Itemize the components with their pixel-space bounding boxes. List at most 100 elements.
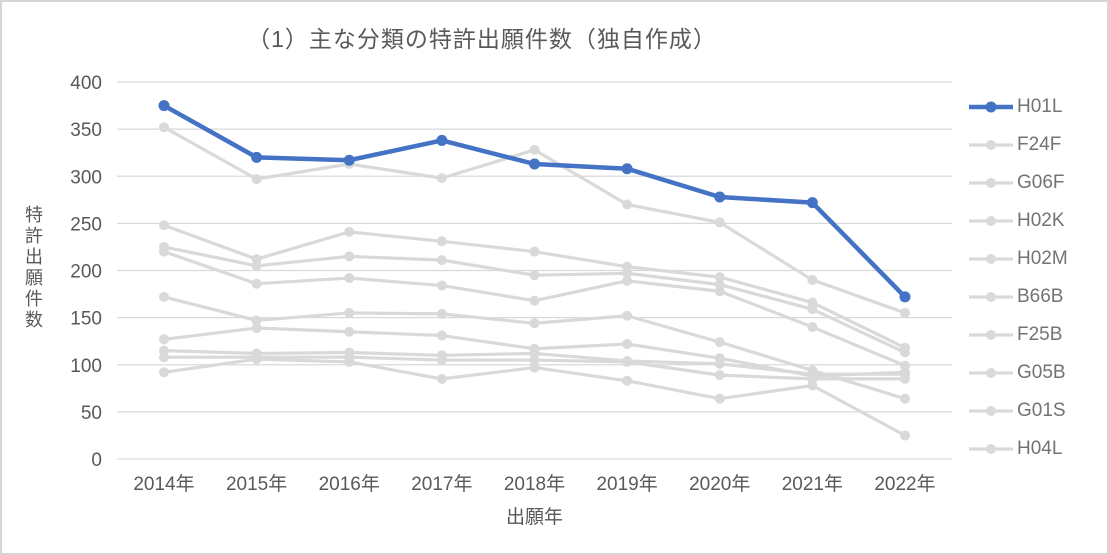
data-point-G05B <box>159 345 169 356</box>
series-line-F24F <box>162 125 907 315</box>
x-tick-label: 2018年 <box>504 473 565 495</box>
x-tick-label: 2017年 <box>411 473 472 495</box>
legend-label-G06F: G06F <box>1017 172 1065 193</box>
data-point-F25B <box>622 339 633 350</box>
legend-item-H02M: H02M <box>968 240 1068 278</box>
data-point-G05B <box>344 347 355 358</box>
legend-label-H02K: H02K <box>1017 210 1065 231</box>
data-point-H01L <box>158 100 170 112</box>
legend-marker-G01S <box>986 406 996 416</box>
data-point-B66B <box>900 393 910 404</box>
data-point-B66B <box>622 310 633 321</box>
legend-item-F25B: F25B <box>968 316 1068 354</box>
data-point-F24F <box>714 217 725 228</box>
data-point-H02K <box>436 255 447 266</box>
legend-swatch-H04L <box>969 444 1013 454</box>
data-point-G06F <box>622 261 633 272</box>
legend-marker-F24F <box>986 140 996 150</box>
data-point-B66B <box>344 307 355 318</box>
legend-swatch-H02M <box>969 254 1013 264</box>
data-point-H01L <box>529 158 540 170</box>
data-point-F25B <box>159 334 169 345</box>
data-point-H01L <box>436 134 448 146</box>
data-point-F24F <box>529 144 540 155</box>
data-point-F24F <box>807 274 818 285</box>
data-point-G06F <box>807 297 818 308</box>
data-point-H02M <box>344 273 355 284</box>
data-point-H01L <box>806 197 818 209</box>
y-tick-label: 350 <box>70 120 102 141</box>
legend-marker-F25B <box>986 330 996 340</box>
legend-item-H01L: H01L <box>968 88 1068 126</box>
legend-item-B66B: B66B <box>968 278 1068 316</box>
data-point-H02M <box>622 275 633 286</box>
y-tick-label: 100 <box>70 356 102 377</box>
legend-swatch-B66B <box>969 292 1013 302</box>
legend-label-F24F: F24F <box>1017 134 1062 155</box>
data-point-B66B <box>807 365 818 376</box>
data-point-H04L <box>159 367 169 378</box>
data-point-G06F <box>436 236 447 247</box>
data-point-B66B <box>251 315 262 326</box>
data-point-F25B <box>344 326 355 337</box>
data-point-B66B <box>529 318 540 329</box>
y-tick-label: 50 <box>81 403 102 424</box>
data-point-G06F <box>900 342 910 353</box>
legend-label-G01S: G01S <box>1017 400 1066 421</box>
legend-swatch-G01S <box>969 406 1013 416</box>
data-point-F25B <box>436 330 447 341</box>
legend-label-H04L: H04L <box>1017 438 1063 459</box>
legend-item-H02K: H02K <box>968 202 1068 240</box>
data-point-G06F <box>529 246 540 257</box>
data-point-G05B <box>436 350 447 361</box>
data-point-F24F <box>622 199 633 210</box>
data-point-F24F <box>436 173 447 184</box>
data-point-H02K <box>714 279 725 290</box>
legend-item-G05B: G05B <box>968 354 1068 392</box>
data-point-G06F <box>251 254 262 265</box>
x-axis-title: 出願年 <box>505 507 563 528</box>
legend-label-G05B: G05B <box>1017 362 1066 383</box>
data-point-H04L <box>529 362 540 373</box>
data-point-H04L <box>714 393 725 404</box>
data-point-H04L <box>436 373 447 384</box>
data-point-G06F <box>344 226 355 237</box>
legend-marker-H02K <box>986 216 996 226</box>
y-tick-label: 250 <box>70 214 102 235</box>
data-point-H01L <box>899 291 911 303</box>
data-point-H02K <box>159 241 169 252</box>
x-tick-label: 2019年 <box>596 473 657 495</box>
data-point-G06F <box>159 220 169 231</box>
legend-item-H04L: H04L <box>968 430 1068 468</box>
legend-marker-H02M <box>986 254 996 264</box>
data-point-F25B <box>251 322 262 333</box>
data-point-H01L <box>714 191 726 203</box>
data-point-B66B <box>714 337 725 348</box>
legend-swatch-G05B <box>969 368 1013 378</box>
data-point-F24F <box>251 174 262 185</box>
y-tick-label: 150 <box>70 309 102 330</box>
data-point-H02M <box>436 280 447 291</box>
data-point-H02K <box>529 270 540 281</box>
y-tick-label: 300 <box>70 167 102 188</box>
x-tick-label: 2015年 <box>226 473 287 495</box>
data-point-H02M <box>900 360 910 371</box>
data-point-H02M <box>529 295 540 306</box>
legend-marker-H04L <box>986 444 996 454</box>
legend-item-G06F: G06F <box>968 164 1068 202</box>
legend-label-H01L: H01L <box>1017 96 1063 117</box>
data-point-G05B <box>622 355 633 366</box>
data-point-G06F <box>714 272 725 283</box>
data-point-F24F <box>159 122 169 133</box>
legend: H01L F24F G06F H02K H02M B66B F25B G05B G01S H04L <box>968 88 1068 468</box>
legend-marker-B66B <box>986 292 996 302</box>
data-point-H01L <box>343 154 355 166</box>
x-tick-label: 2016年 <box>319 473 380 495</box>
data-point-H02K <box>344 251 355 262</box>
legend-swatch-H02K <box>969 216 1013 226</box>
x-tick-label: 2014年 <box>133 473 194 495</box>
legend-marker-G06F <box>986 178 996 188</box>
legend-swatch-G06F <box>969 178 1013 188</box>
legend-swatch-F25B <box>969 330 1013 340</box>
